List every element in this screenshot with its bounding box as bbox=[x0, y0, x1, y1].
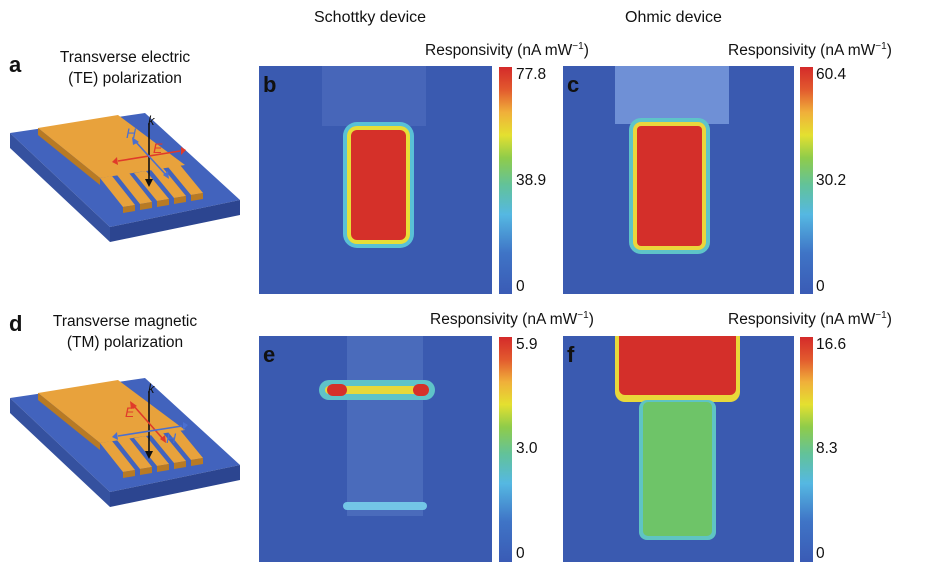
bottom-edge-signal bbox=[343, 502, 427, 510]
panel-c-tick-min: 0 bbox=[816, 278, 825, 295]
panel-c-tick-max: 60.4 bbox=[816, 66, 847, 83]
panel-a-caption-line1: Transverse electric bbox=[59, 49, 191, 66]
edge-hot-spot-left bbox=[327, 384, 347, 396]
panel-e-colorbar-label: Responsivity (nA mW−1) bbox=[430, 310, 594, 329]
panel-f-tick-max: 16.6 bbox=[816, 336, 847, 353]
substrate-left bbox=[10, 133, 110, 242]
panel-b-colorbar bbox=[499, 67, 512, 294]
faint-device-trace bbox=[347, 336, 423, 516]
panel-f-tick-mid: 8.3 bbox=[816, 440, 838, 457]
panel-b-tick-min: 0 bbox=[516, 278, 525, 295]
h-label: H bbox=[166, 430, 177, 446]
ohmic-column-title: Ohmic device bbox=[625, 9, 722, 26]
e-label: E bbox=[125, 404, 135, 420]
panel-a-caption-line2: (TE) polarization bbox=[68, 70, 182, 87]
edge-hot-line bbox=[325, 386, 429, 394]
panel-d-caption-line1: Transverse magnetic bbox=[52, 313, 198, 330]
contact-pad-trace bbox=[615, 66, 729, 124]
te-device-illustration: k H E bbox=[10, 113, 240, 242]
edge-hot-spot-right bbox=[413, 384, 429, 396]
metal-pad-front bbox=[38, 393, 100, 450]
panel-a-letter: a bbox=[9, 52, 22, 77]
panel-b-letter: b bbox=[263, 72, 277, 97]
panel-f-tick-min: 0 bbox=[816, 545, 825, 562]
panel-f-colorbar bbox=[800, 337, 813, 562]
panel-e-letter: e bbox=[263, 342, 276, 367]
panel-c-colorbar bbox=[800, 67, 813, 294]
panel-c-colorbar-label: Responsivity (nA mW−1) bbox=[728, 41, 892, 60]
panel-d-letter: d bbox=[9, 311, 23, 336]
h-vector bbox=[134, 140, 167, 176]
panel-e-tick-min: 0 bbox=[516, 545, 525, 562]
panel-b-colorbar-label: Responsivity (nA mW−1) bbox=[425, 41, 589, 60]
substrate-front bbox=[110, 200, 240, 242]
panel-b-tick-mid: 38.9 bbox=[516, 172, 547, 189]
panel-f-letter: f bbox=[567, 342, 575, 367]
hot-region bbox=[637, 126, 702, 246]
hot-region bbox=[351, 130, 406, 240]
metal-pad-front bbox=[38, 128, 100, 185]
panel-c-responsivity-map: c bbox=[563, 66, 794, 294]
panel-a-caption: Transverse electric (TE) polarization bbox=[30, 47, 220, 89]
panel-e-tick-max: 5.9 bbox=[516, 336, 538, 353]
substrate-front bbox=[110, 465, 240, 507]
substrate-left bbox=[10, 398, 110, 507]
contact-pad-hot bbox=[619, 336, 736, 395]
h-vector bbox=[117, 425, 183, 437]
panel-e-tick-mid: 3.0 bbox=[516, 440, 538, 457]
e-label: E bbox=[153, 140, 163, 156]
k-label: k bbox=[148, 381, 156, 396]
panel-d-caption-line2: (TM) polarization bbox=[66, 334, 184, 351]
panel-f-responsivity-map: f bbox=[563, 336, 794, 562]
h-label: H bbox=[126, 125, 137, 141]
k-label: k bbox=[148, 113, 156, 128]
panel-c-tick-mid: 30.2 bbox=[816, 172, 847, 189]
faint-contact-trace bbox=[322, 66, 426, 126]
panel-c-letter: c bbox=[567, 72, 580, 97]
panel-f-colorbar-label: Responsivity (nA mW−1) bbox=[728, 310, 892, 329]
metal-fingers bbox=[100, 165, 203, 213]
panel-d-caption: Transverse magnetic (TM) polarization bbox=[30, 311, 220, 353]
panel-b-tick-max: 77.8 bbox=[516, 66, 547, 83]
panel-b-responsivity-map: b bbox=[259, 66, 492, 294]
device-body bbox=[643, 402, 712, 536]
tm-device-illustration: k E H bbox=[10, 378, 240, 507]
e-vector bbox=[132, 404, 164, 440]
panel-e-responsivity-map: e bbox=[259, 336, 492, 562]
schottky-column-title: Schottky device bbox=[314, 9, 427, 26]
panel-e-colorbar bbox=[499, 337, 512, 562]
